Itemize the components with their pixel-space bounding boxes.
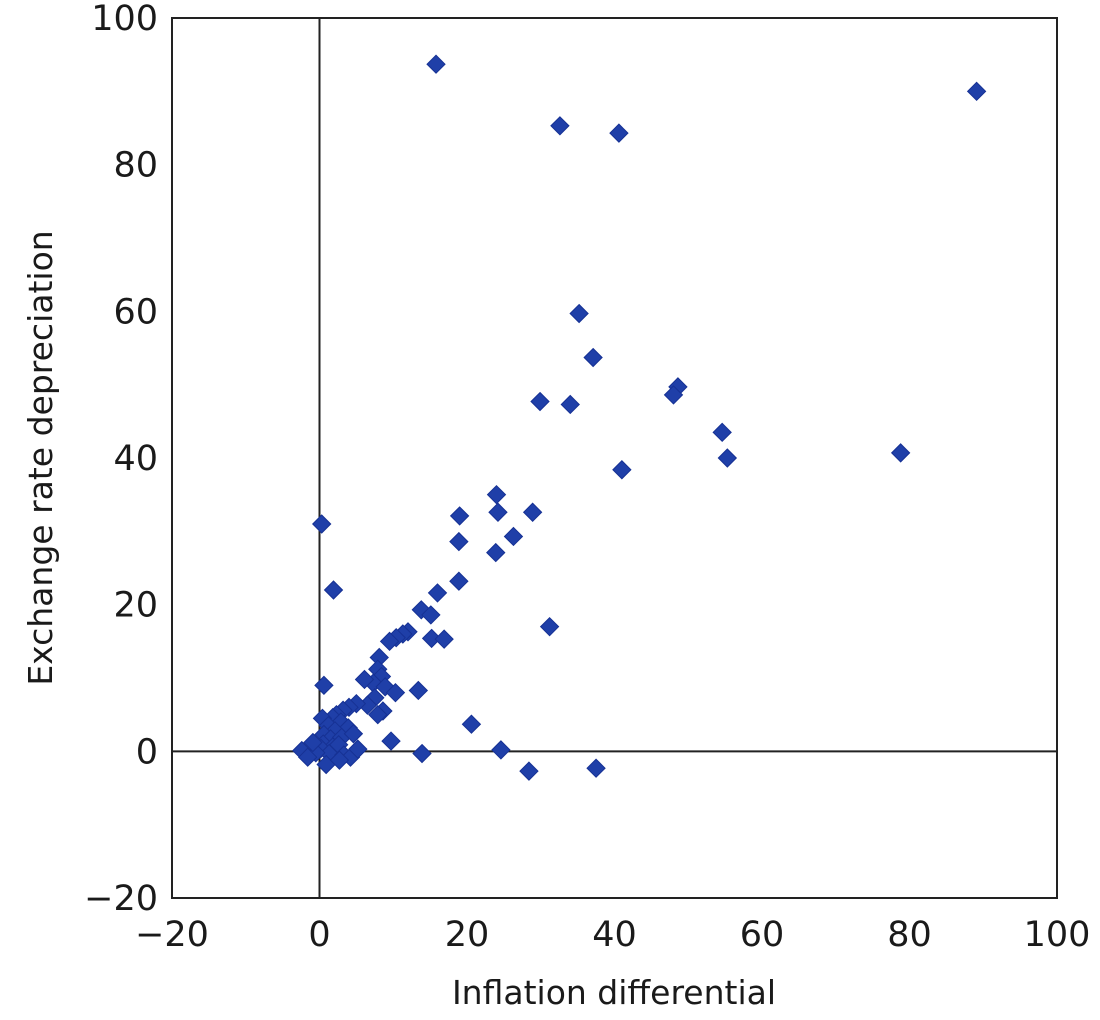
data-point (379, 631, 400, 652)
y-axis-ticks: −20 0 20 40 60 80 100 (84, 0, 158, 919)
x-tick-label: 0 (308, 915, 330, 955)
data-point (586, 758, 606, 778)
x-axis-title: Inflation differential (452, 973, 776, 1012)
data-point (560, 394, 580, 415)
data-point (385, 682, 406, 703)
y-tick-label: 40 (113, 439, 158, 479)
data-point (381, 731, 401, 751)
data-point (426, 54, 446, 74)
y-axis-title: Exchange rate depreciation (21, 230, 60, 685)
data-point (890, 443, 911, 463)
y-tick-label: 80 (113, 146, 158, 186)
data-point (354, 669, 375, 690)
data-points (292, 54, 987, 781)
data-point (486, 484, 507, 505)
data-point (348, 739, 368, 759)
data-point (323, 580, 344, 600)
y-tick-label: −20 (84, 879, 158, 919)
data-point (550, 116, 570, 136)
data-point (539, 616, 560, 637)
data-point (519, 761, 539, 781)
x-tick-label: 100 (1024, 915, 1091, 955)
data-point (297, 747, 318, 767)
data-point (343, 724, 364, 744)
data-point (522, 502, 543, 522)
y-tick-label: 100 (91, 0, 158, 39)
y-tick-label: 60 (113, 292, 158, 332)
data-point (303, 732, 323, 753)
x-tick-label: 80 (887, 915, 932, 955)
data-point (503, 526, 524, 547)
data-point (486, 542, 506, 563)
data-point (663, 385, 684, 405)
data-point (569, 303, 589, 324)
data-point (488, 502, 508, 522)
data-point (421, 605, 441, 625)
data-point (717, 448, 738, 468)
data-point (427, 583, 448, 603)
data-point (449, 571, 469, 591)
data-point (421, 628, 442, 649)
data-point (612, 460, 632, 480)
y-tick-label: 0 (136, 732, 158, 772)
data-point (449, 506, 470, 526)
data-point (329, 750, 350, 770)
data-point (314, 675, 334, 696)
x-tick-label: 40 (592, 915, 637, 955)
x-tick-label: 20 (445, 915, 490, 955)
data-point (368, 704, 388, 725)
y-tick-label: 20 (113, 586, 158, 626)
data-point (449, 531, 469, 552)
x-tick-label: 60 (740, 915, 785, 955)
data-point (712, 422, 732, 443)
data-point (312, 514, 332, 534)
plot-frame (171, 17, 1058, 899)
data-point (491, 740, 511, 760)
data-point (434, 629, 454, 649)
data-point (408, 680, 429, 701)
data-point (412, 743, 432, 764)
x-axis-ticks: −20 0 20 40 60 80 100 (135, 915, 1090, 955)
data-point (609, 123, 629, 143)
data-point (583, 347, 603, 368)
data-point (461, 714, 482, 734)
data-point (966, 81, 987, 102)
x-tick-label: −20 (135, 915, 209, 955)
data-point (530, 391, 550, 412)
